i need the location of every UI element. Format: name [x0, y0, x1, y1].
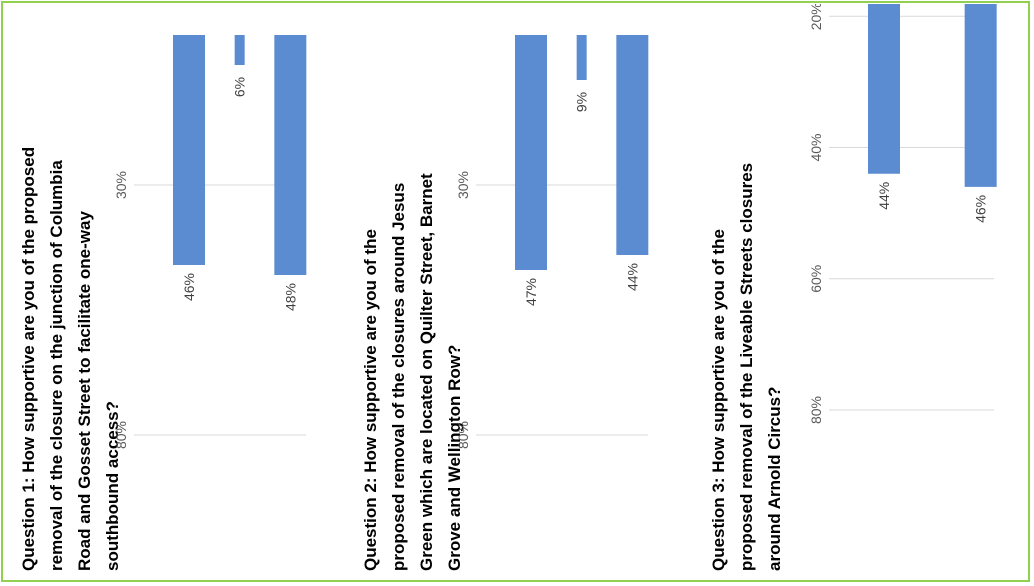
chart-3-tick-label: 60%	[808, 265, 824, 293]
chart-2-title: Question 2: How supportive are you of th…	[361, 173, 464, 571]
chart-2-data-label: 9%	[574, 92, 590, 112]
chart-3-tick-label: 80%	[808, 396, 824, 424]
chart-3-data-label: 44%	[876, 182, 892, 210]
rotated-charts-container: Question 1: How supportive are you of th…	[4, 4, 1033, 585]
chart-3-tick-label: 20%	[808, 4, 824, 30]
chart-2-bar-support	[515, 35, 547, 270]
charts-svg: Question 1: How supportive are you of th…	[19, 4, 997, 571]
chart-1-bar-neutral	[234, 35, 245, 65]
chart-2-data-label: 44%	[624, 263, 640, 291]
chart-1-bar-oppose	[274, 35, 307, 275]
chart-3-bar-support	[868, 4, 900, 174]
chart-2-tick-label: 80%	[455, 421, 471, 449]
chart-1-tick-label: 80%	[113, 421, 129, 449]
chart-3-title: Question 3: How supportive are you of th…	[709, 163, 784, 571]
chart-1-tick-label: 30%	[113, 171, 129, 199]
chart-3-tick-label: 40%	[808, 133, 824, 161]
chart-3-data-label: 46%	[973, 195, 989, 223]
chart-2-bar-neutral	[576, 35, 587, 80]
chart-1-data-label: 6%	[232, 77, 248, 97]
chart-1-data-label: 48%	[282, 283, 298, 311]
chart-2-tick-label: 30%	[455, 171, 471, 199]
chart-2-bar-oppose	[616, 35, 649, 255]
chart-1-bar-support	[173, 35, 205, 265]
chart-3-bar-oppose	[964, 4, 997, 187]
chart-2-data-label: 47%	[523, 278, 539, 306]
chart-1-title: Question 1: How supportive are you of th…	[19, 147, 122, 571]
chart-1-data-label: 46%	[181, 273, 197, 301]
